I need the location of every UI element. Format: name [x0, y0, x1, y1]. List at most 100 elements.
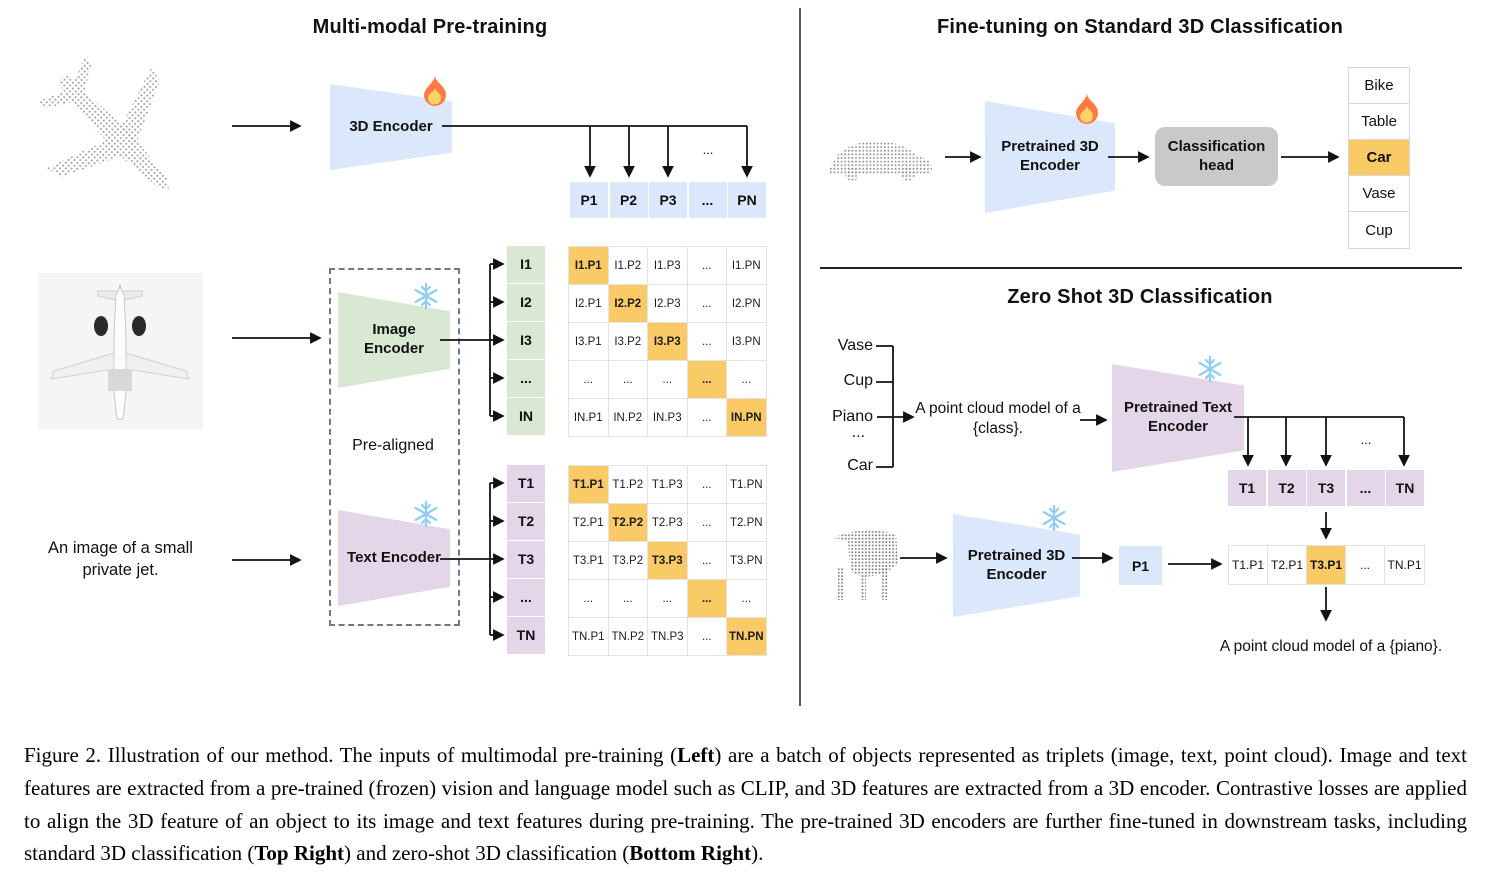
zeroshot-result: A point cloud model of a {piano}. [1219, 638, 1443, 655]
text-input-caption: An image of a small private jet. [48, 539, 193, 580]
pretrained-text-encoder-label: Pretrained Text Encoder [1123, 399, 1233, 435]
top-right-title: Fine-tuning on Standard 3D Classificatio… [936, 16, 1343, 38]
matrix-cell: TN.PN [727, 618, 767, 656]
class-list-cell: Table [1349, 104, 1409, 140]
similarity-cell: T3.P1 [1307, 546, 1346, 584]
caption-bold-top-right: Top Right [254, 841, 345, 866]
text-feature-cell: TN [1386, 470, 1424, 506]
matrix-cell: T1.P2 [608, 466, 648, 504]
p-feature-cell: PN [728, 182, 766, 218]
matrix-cell: T2.P1 [569, 504, 609, 542]
matrix-cell: I3.PN [727, 323, 767, 361]
text-feature-cell: TN [507, 617, 545, 654]
matrix-cell: I1.P2 [608, 247, 648, 285]
matrix-cell: T1.P1 [569, 466, 609, 504]
p-feature-cell: ... [688, 182, 727, 218]
pretrained-text-encoder: Pretrained Text Encoder [1112, 364, 1244, 472]
caption-text: ). [751, 841, 764, 866]
matrix-cell: I2.P2 [608, 285, 648, 323]
pretrained-3d-encoder-label: Pretrained 3D Encoder [1001, 138, 1099, 174]
matrix-cell: I1.P1 [569, 247, 609, 285]
matrix-cell: IN.P2 [608, 399, 648, 437]
matrix-cell: ... [687, 361, 727, 399]
prompt-template: A point cloud model of a {class}. [915, 400, 1081, 438]
snowflake-icon [414, 500, 438, 528]
candidate-class: Vase [837, 337, 873, 354]
matrix-cell: ... [569, 580, 609, 618]
figure-caption: Figure 2. Illustration of our method. Th… [24, 739, 1467, 870]
snowflake-icon [1198, 355, 1222, 383]
image-feature-column: I1 I2 I3... IN [507, 246, 545, 435]
text-feature-cell: T3 [1307, 470, 1345, 506]
text-feature-cell: T3 [507, 541, 545, 578]
caption-bold-left: Left [677, 743, 715, 767]
fire-icon [424, 76, 446, 106]
matrix-cell: T3.P2 [608, 542, 648, 580]
matrix-cell: ... [687, 580, 727, 618]
class-list: Bike Table Car Vase Cup [1348, 67, 1410, 249]
matrix-cell: ... [687, 466, 727, 504]
matrix-cell: T3.P3 [648, 542, 688, 580]
matrix-cell: I1.P3 [648, 247, 688, 285]
class-list-cell: Car [1349, 140, 1409, 176]
airplane-point-cloud [36, 54, 170, 191]
bottom-right-title: Zero Shot 3D Classification [1007, 286, 1273, 308]
pre-aligned-box [329, 268, 460, 626]
matrix-cell: IN.P1 [569, 399, 609, 437]
similarity-cell: T2.P1 [1268, 546, 1307, 584]
similarity-row: T1.P1 T2.P1 T3.P1... TN.P1 [1228, 545, 1425, 585]
text-feature-cell: ... [507, 579, 545, 616]
matrix-cell: ... [648, 580, 688, 618]
matrix-cell: I1.PN [727, 247, 767, 285]
matrix-cell: I2.P3 [648, 285, 688, 323]
candidate-class: Cup [843, 372, 873, 389]
candidate-ellipsis: ... [851, 424, 865, 441]
matrix-cell: TN.P2 [608, 618, 648, 656]
left-panel-title: Multi-modal Pre-training [312, 16, 548, 38]
matrix-cell: I3.P3 [648, 323, 688, 361]
text-feature-row: T1 T2 T3... TN [1228, 470, 1424, 506]
encoder-3d-label: 3D Encoder [349, 117, 433, 135]
matrix-cell: ... [687, 618, 727, 656]
matrix-cell: I2.P1 [569, 285, 609, 323]
matrix-cell: T1.PN [727, 466, 767, 504]
t-branch-ellipsis: ... [1360, 432, 1372, 447]
piano-point-cloud [832, 530, 898, 600]
caption-text: Figure 2. Illustration of our method. Th… [24, 743, 678, 767]
matrix-cell: T3.PN [727, 542, 767, 580]
p-branch-ellipsis: ... [702, 142, 714, 157]
matrix-cell: T2.P3 [648, 504, 688, 542]
caption-bold-bottom-right: Bottom Right [629, 841, 752, 866]
caption-text: ) are a batch of objects represented as … [24, 743, 1467, 866]
class-list-cell: Bike [1349, 68, 1409, 104]
similarity-cell: TN.P1 [1385, 546, 1424, 584]
matrix-cell: TN.P3 [648, 618, 688, 656]
text-feature-cell: T2 [507, 503, 545, 540]
class-list-cell: Vase [1349, 176, 1409, 212]
image-encoder-label: Image Encoder [363, 321, 424, 357]
snowflake-icon [414, 282, 438, 310]
car-point-cloud [830, 140, 932, 181]
matrix-cell: ... [727, 361, 767, 399]
text-feature-column: T1 T2 T3... TN [507, 465, 545, 654]
matrix-cell: ... [687, 323, 727, 361]
p-feature-cell: P1 [570, 182, 608, 218]
matrix-cell: IN.P3 [648, 399, 688, 437]
text-feature-cell: ... [1346, 470, 1385, 506]
image-point-similarity-matrix: I1.P1 I1.P2 I1.P3... I1.PN I2.P1 I2.P2 I2.P3..… [568, 246, 767, 437]
classification-head: Classification head [1155, 127, 1278, 186]
pretrained-3d-encoder-zeroshot: Pretrained 3D Encoder [953, 514, 1080, 617]
text-feature-cell: T1 [1228, 470, 1266, 506]
matrix-cell: ... [687, 399, 727, 437]
text-feature-cell: T1 [507, 465, 545, 502]
matrix-cell: ... [569, 361, 609, 399]
matrix-cell: I3.P1 [569, 323, 609, 361]
matrix-cell: ... [687, 247, 727, 285]
matrix-cell: I3.P2 [608, 323, 648, 361]
caption-text: ) and zero-shot 3D classification ( [344, 841, 630, 866]
candidate-class: Piano [832, 408, 873, 425]
similarity-cell: T1.P1 [1229, 546, 1268, 584]
image-feature-cell: I3 [507, 322, 545, 359]
candidate-class: Car [847, 457, 873, 474]
